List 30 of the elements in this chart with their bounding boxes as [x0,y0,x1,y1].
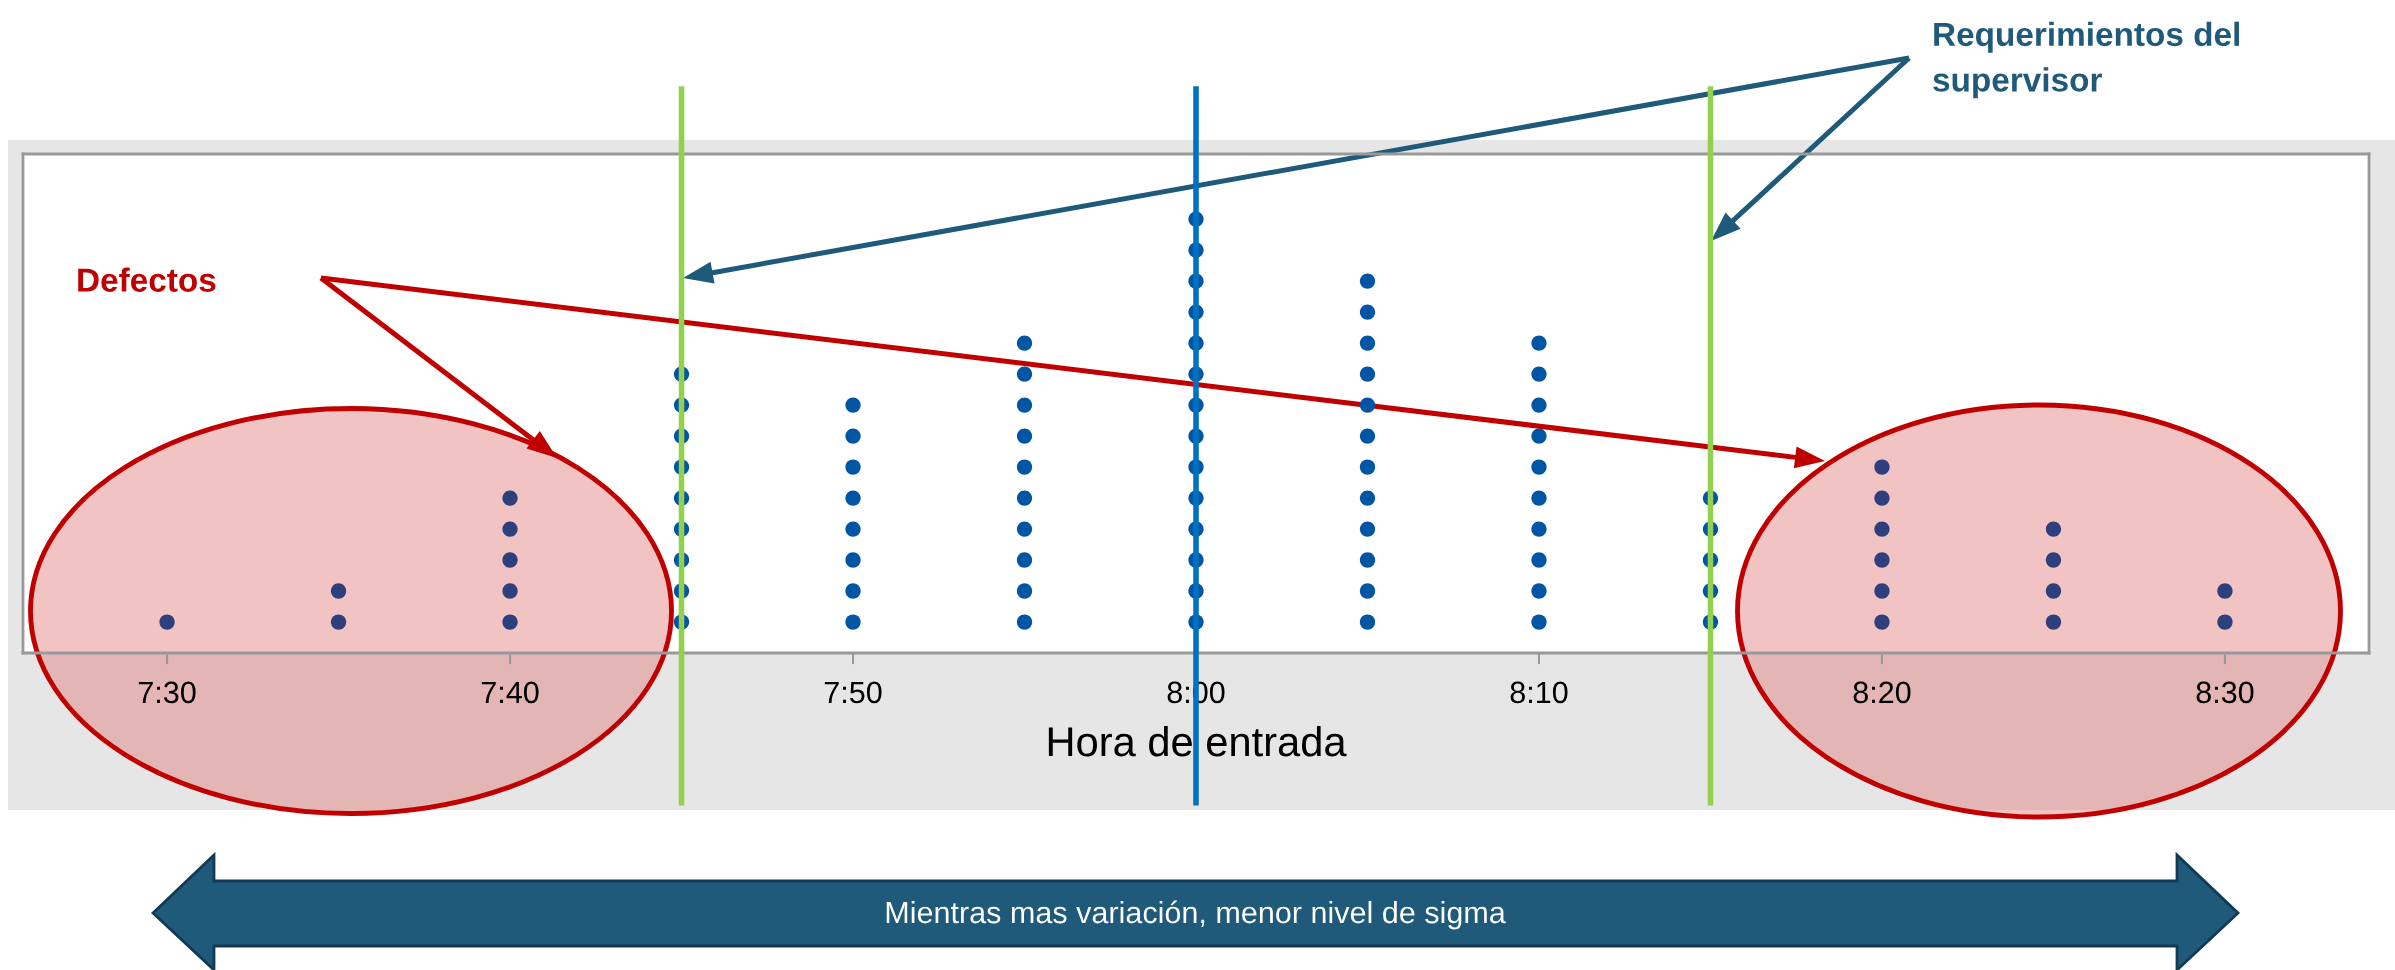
point [2045,521,2062,537]
point [502,583,518,599]
x-tick-label: 8:10 [1510,681,1568,704]
text: Requerimientos del supervisor [1933,21,2239,99]
x-tick-label: 7:40 [481,681,539,704]
x-tick-label: 8:20 [1853,681,1911,704]
text: Mientras mas variación, menor nivel de sigma [886,900,1506,930]
point [1874,459,1890,475]
point [2217,583,2233,599]
point [502,552,518,568]
point [1874,552,1890,568]
point [2217,614,2233,630]
point [502,614,518,630]
point [330,583,347,599]
point [2045,583,2062,599]
x-axis-title: Hora de entrada [1048,725,1347,757]
point [1874,583,1890,599]
x-tick-label: 8:30 [2196,681,2254,704]
point [502,490,518,506]
point [1874,490,1890,506]
annotation: Defectos [78,267,216,292]
point [330,614,347,630]
point [502,521,518,537]
point [1874,521,1890,537]
point [1874,614,1890,630]
point [2045,614,2062,630]
x-tick-label: 7:50 [824,681,882,704]
point [2045,552,2062,568]
point [159,614,175,630]
x-tick-label: 7:30 [138,681,196,704]
